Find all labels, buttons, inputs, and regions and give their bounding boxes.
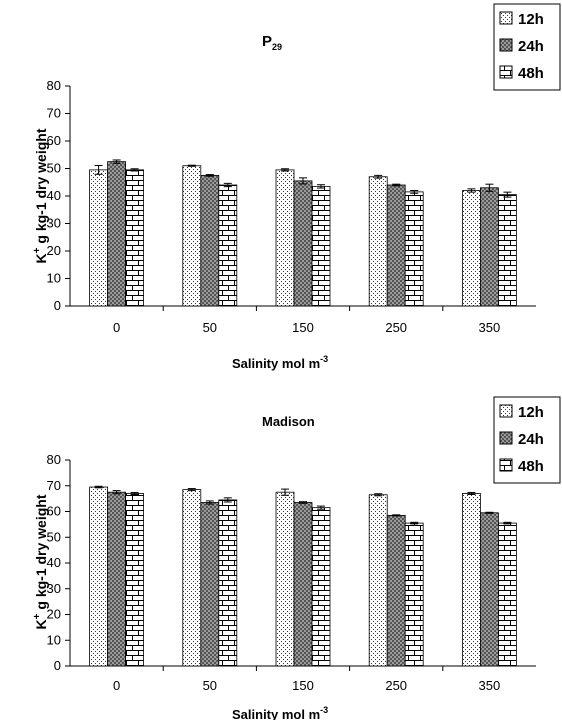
bar-24h-250 xyxy=(386,184,406,307)
bar-12h-350 xyxy=(461,190,481,307)
chart-title: P29 xyxy=(262,33,282,52)
y-tick-label: 0 xyxy=(54,298,61,313)
y-tick-label: 10 xyxy=(47,271,61,286)
y-tick-label: 40 xyxy=(47,188,61,203)
bar-24h-50 xyxy=(200,174,220,307)
y-tick-label: 20 xyxy=(47,607,61,622)
y-tick-label: 0 xyxy=(54,658,61,673)
bar-48h-350 xyxy=(497,522,517,667)
legend-swatch-12h xyxy=(499,404,513,418)
bar-48h-150 xyxy=(311,507,331,667)
x-tick-label: 50 xyxy=(203,320,217,335)
y-tick-label: 40 xyxy=(47,555,61,570)
x-tick-label: 150 xyxy=(292,320,314,335)
y-tick-label: 50 xyxy=(47,529,61,544)
chart-title: Madison xyxy=(262,414,315,429)
legend: 12h 24h 48h xyxy=(493,3,561,91)
chart-title-main: Madison xyxy=(262,414,315,429)
legend-swatch-24h xyxy=(499,38,513,52)
chart-0: P29 0 10 20 30 40 50 60 70 80 0 50 150 250 350 Salinity… xyxy=(32,3,561,371)
bar-12h-150 xyxy=(275,169,295,307)
bar-12h-150 xyxy=(275,491,295,667)
x-tick-label: 350 xyxy=(479,678,501,693)
legend-label-24h: 24h xyxy=(518,38,544,55)
y-axis-label: K+ g kg-1 dry weight xyxy=(32,494,49,629)
bar-24h-350 xyxy=(479,187,499,307)
bar-48h-0 xyxy=(125,493,144,667)
y-tick-label: 10 xyxy=(47,632,61,647)
y-tick-label: 60 xyxy=(47,504,61,519)
y-axis-label: K+ g kg-1 dry weight xyxy=(32,128,49,263)
legend-swatch-48h xyxy=(499,65,513,79)
y-axis-label-text: g kg-1 dry weight xyxy=(33,128,49,247)
x-tick-label: 0 xyxy=(113,678,120,693)
bar-12h-250 xyxy=(368,494,388,667)
bar-24h-350 xyxy=(479,512,499,667)
bar-48h-250 xyxy=(404,522,424,667)
y-tick-label: 60 xyxy=(47,133,61,148)
x-tick-label: 250 xyxy=(385,320,407,335)
bar-48h-50 xyxy=(218,499,238,667)
x-tick-label: 0 xyxy=(113,320,120,335)
legend-label-12h: 12h xyxy=(518,404,544,421)
bar-24h-250 xyxy=(386,514,406,667)
bar-24h-50 xyxy=(200,502,220,667)
legend-label-12h: 12h xyxy=(518,11,544,28)
x-axis-label-text: Salinity mol m xyxy=(232,356,320,371)
legend-swatch-48h xyxy=(499,458,513,472)
bar-48h-0 xyxy=(125,169,144,307)
y-tick-label: 70 xyxy=(47,478,61,493)
legend-label-48h: 48h xyxy=(518,458,544,475)
bar-48h-350 xyxy=(497,194,517,307)
bar-12h-0 xyxy=(89,486,108,667)
chart-title-subscript: 29 xyxy=(272,42,282,52)
x-axis-label-superscript: -3 xyxy=(320,354,328,364)
bar-48h-150 xyxy=(311,185,331,307)
bar-24h-0 xyxy=(107,491,126,667)
legend-label-24h: 24h xyxy=(518,431,544,448)
x-axis-label: Salinity mol m-3 xyxy=(232,354,328,371)
legend-label-48h: 48h xyxy=(518,65,544,82)
y-tick-label: 80 xyxy=(47,452,61,467)
x-tick-label: 50 xyxy=(203,678,217,693)
legend-swatch-24h xyxy=(499,431,513,445)
y-axis-label-superscript: + xyxy=(32,613,43,619)
bar-12h-250 xyxy=(368,176,388,307)
y-axis-label-k: K xyxy=(33,619,49,629)
chart-1: Madison 0 10 20 30 40 50 60 70 80 0 50 150 250 350 Sali… xyxy=(32,396,561,720)
x-axis-label: Salinity mol m-3 xyxy=(232,705,328,720)
bar-24h-150 xyxy=(293,180,313,307)
x-tick-label: 350 xyxy=(479,320,501,335)
bar-12h-50 xyxy=(182,489,202,667)
y-axis-label-superscript: + xyxy=(32,247,43,253)
chart-title-main: P xyxy=(262,33,272,50)
x-tick-label: 250 xyxy=(385,678,407,693)
x-tick-label: 150 xyxy=(292,678,314,693)
y-axis-label-text: g kg-1 dry weight xyxy=(33,494,49,613)
y-tick-label: 30 xyxy=(47,581,61,596)
bar-48h-50 xyxy=(218,184,238,307)
bar-12h-350 xyxy=(461,493,481,667)
y-tick-label: 80 xyxy=(47,78,61,93)
y-axis-label-k: K xyxy=(33,253,49,263)
x-axis-label-superscript: -3 xyxy=(320,705,328,715)
bar-48h-250 xyxy=(404,191,424,307)
y-tick-label: 50 xyxy=(47,161,61,176)
bar-24h-0 xyxy=(107,161,126,307)
y-tick-label: 70 xyxy=(47,106,61,121)
y-tick-label: 30 xyxy=(47,216,61,231)
legend-swatch-12h xyxy=(499,11,513,25)
y-tick-label: 20 xyxy=(47,243,61,258)
bar-12h-0 xyxy=(89,169,108,307)
bar-24h-150 xyxy=(293,502,313,667)
x-axis-label-text: Salinity mol m xyxy=(232,707,320,720)
legend: 12h 24h 48h xyxy=(493,396,561,484)
bar-12h-50 xyxy=(182,165,202,307)
